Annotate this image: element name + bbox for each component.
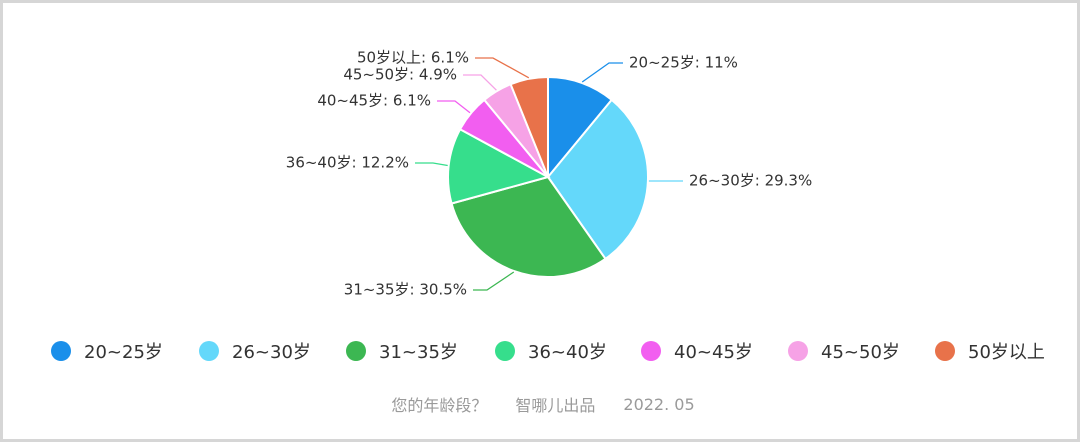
legend-swatch bbox=[935, 341, 955, 361]
legend-item-7[interactable]: 50岁以上 bbox=[935, 334, 1045, 368]
legend-label: 40~45岁 bbox=[674, 342, 753, 363]
legend-label: 45~50岁 bbox=[821, 342, 900, 363]
slice-label-3: 31~35岁: 30.5% bbox=[344, 281, 467, 299]
slice-label-6: 45~50岁: 4.9% bbox=[343, 66, 457, 84]
slice-label-7: 50岁以上: 6.1% bbox=[357, 49, 469, 67]
slice-label-4: 36~40岁: 12.2% bbox=[286, 154, 409, 172]
slice-label-1: 20~25岁: 11% bbox=[629, 54, 738, 72]
leader-line-5 bbox=[437, 100, 471, 114]
legend-swatch bbox=[346, 341, 366, 361]
legend-item-5[interactable]: 40~45岁 bbox=[641, 334, 753, 368]
legend-item-2[interactable]: 26~30岁 bbox=[199, 334, 311, 368]
legend-label: 36~40岁 bbox=[528, 342, 607, 363]
leader-line-4 bbox=[415, 162, 448, 167]
leader-line-3 bbox=[473, 271, 515, 291]
legend-item-6[interactable]: 45~50岁 bbox=[788, 334, 900, 368]
pie-slice-7 bbox=[509, 75, 549, 178]
chart-legend: 20~25岁 26~30岁 31~35岁 36~40岁 40~45岁 45~50岁 50岁以… bbox=[3, 334, 1080, 368]
footer-source: 智哪儿出品 bbox=[515, 396, 596, 415]
legend-label: 20~25岁 bbox=[84, 342, 163, 363]
legend-swatch bbox=[51, 341, 71, 361]
pie-slice-1 bbox=[547, 75, 614, 180]
slice-label-2: 26~30岁: 29.3% bbox=[689, 172, 812, 190]
chart-footer: 您的年龄段？ 智哪儿出品 2022. 05 bbox=[3, 391, 1080, 417]
leader-line-1 bbox=[581, 62, 623, 83]
footer-question: 您的年龄段？ bbox=[391, 396, 488, 415]
legend-item-4[interactable]: 36~40岁 bbox=[495, 334, 607, 368]
legend-label: 31~35岁 bbox=[379, 342, 458, 363]
legend-item-1[interactable]: 20~25岁 bbox=[51, 334, 163, 368]
leader-line-6 bbox=[463, 74, 497, 91]
pie-slice-2 bbox=[546, 98, 650, 261]
slice-label-5: 40~45岁: 6.1% bbox=[317, 92, 431, 110]
pie-chart: 20~25岁: 11% 26~30岁: 29.3% 31~35岁: 30.5% 36~… bbox=[286, 49, 812, 299]
legend-swatch bbox=[788, 341, 808, 361]
legend-swatch bbox=[641, 341, 661, 361]
footer-date: 2022. 05 bbox=[623, 394, 695, 414]
legend-label: 26~30岁 bbox=[232, 342, 311, 363]
leader-line-7 bbox=[475, 57, 530, 79]
legend-swatch bbox=[199, 341, 219, 361]
legend-item-3[interactable]: 31~35岁 bbox=[346, 334, 458, 368]
pie-slice-3 bbox=[450, 175, 607, 278]
pie-slice-4 bbox=[447, 127, 551, 205]
legend-swatch bbox=[495, 341, 515, 361]
legend-label: 50岁以上 bbox=[968, 342, 1045, 363]
